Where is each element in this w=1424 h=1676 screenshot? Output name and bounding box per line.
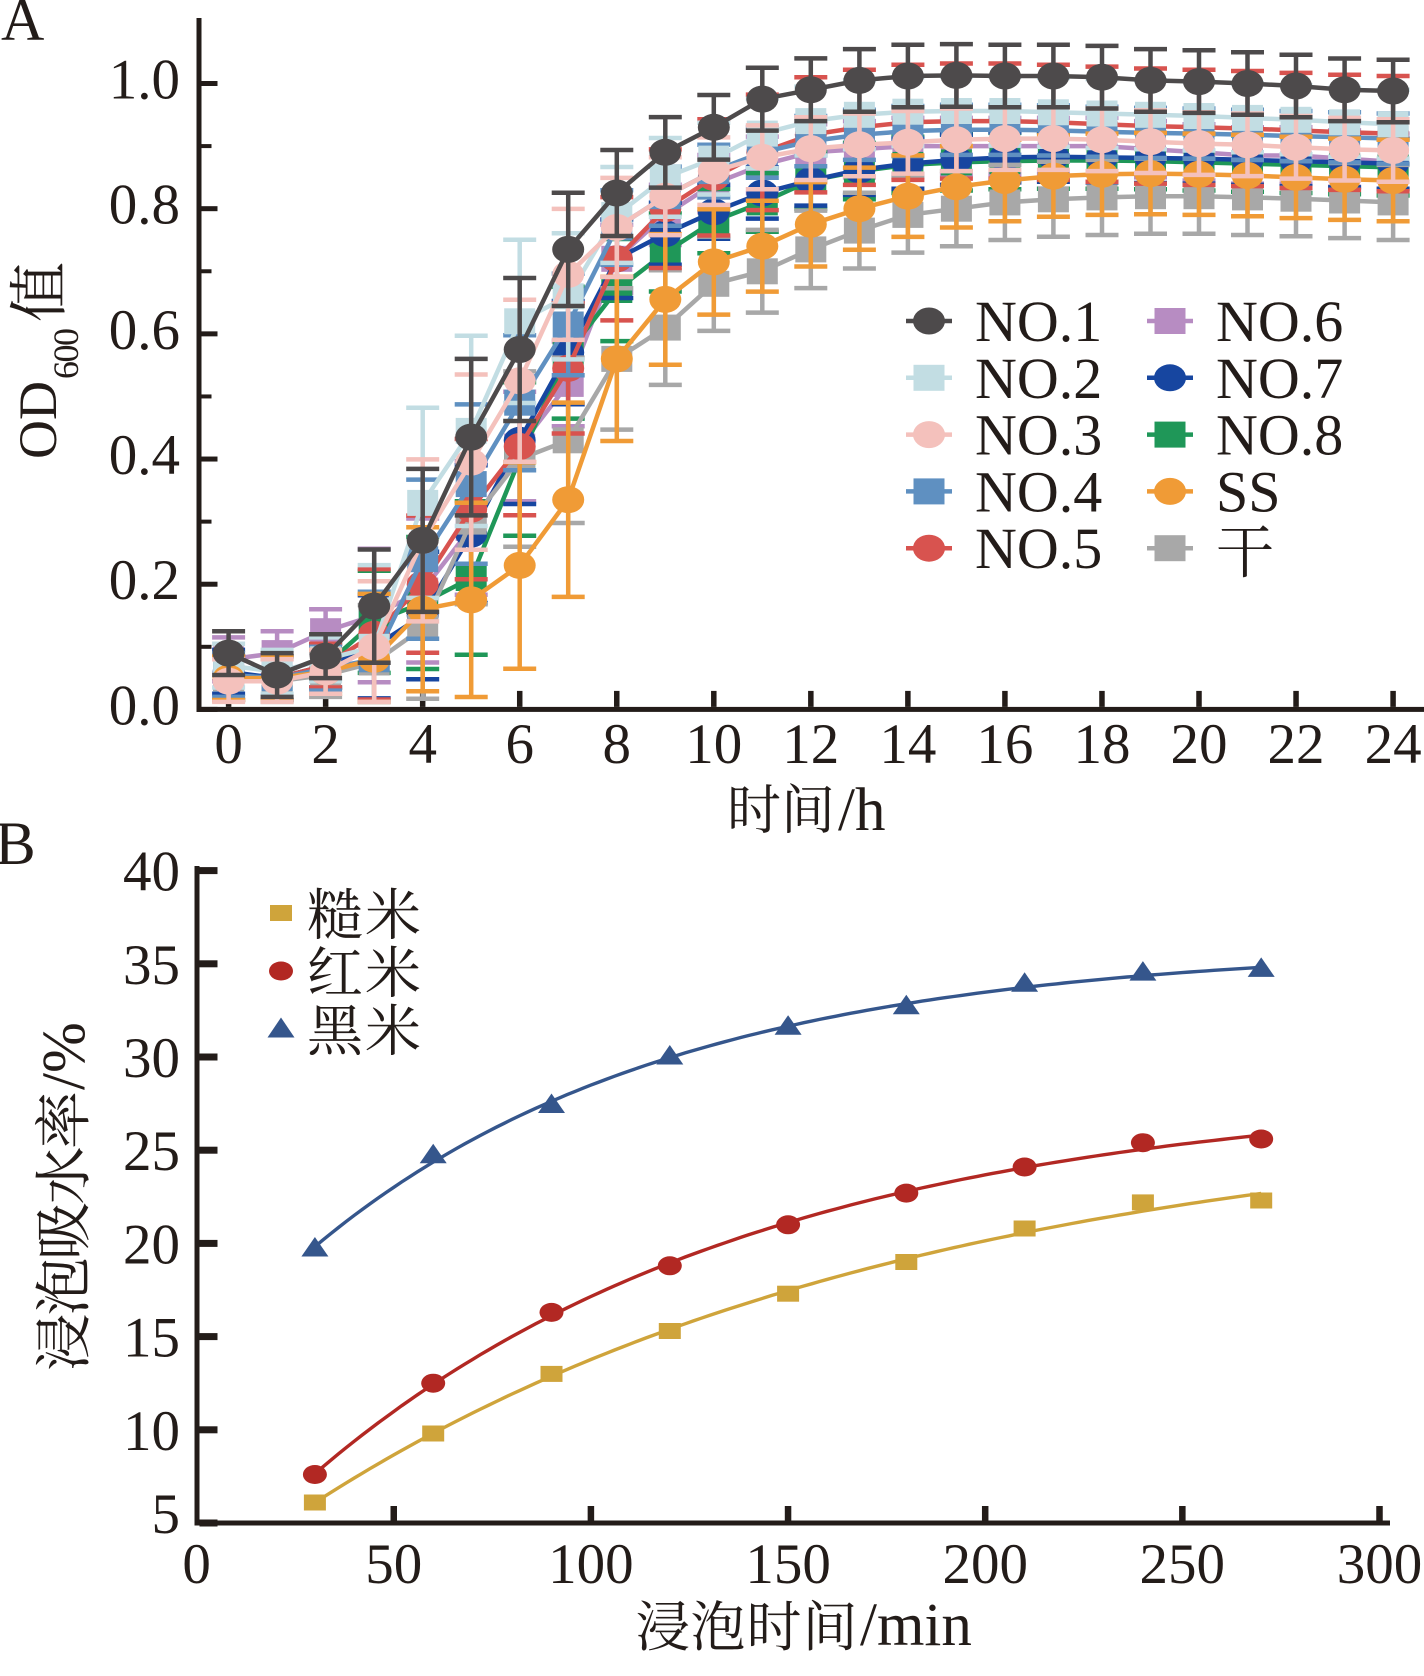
svg-text:10: 10: [123, 1400, 180, 1463]
svg-text:24: 24: [1365, 713, 1422, 776]
svg-text:50: 50: [365, 1533, 422, 1596]
svg-text:0.6: 0.6: [109, 299, 180, 362]
svg-text:200: 200: [942, 1533, 1028, 1596]
svg-text:300: 300: [1337, 1533, 1423, 1596]
svg-text:6: 6: [505, 713, 534, 776]
svg-text:/min: /min: [860, 1592, 972, 1659]
svg-text:NO.5: NO.5: [975, 516, 1102, 581]
svg-text:40: 40: [123, 841, 180, 904]
svg-text:0.2: 0.2: [109, 549, 180, 612]
svg-text:5: 5: [152, 1483, 181, 1546]
svg-text:NO.3: NO.3: [975, 403, 1102, 468]
svg-text:1.0: 1.0: [109, 49, 180, 112]
svg-text:0: 0: [182, 1533, 211, 1596]
svg-text:B: B: [0, 811, 36, 878]
svg-text:2: 2: [311, 713, 340, 776]
svg-text:4: 4: [408, 713, 437, 776]
svg-text:22: 22: [1268, 713, 1325, 776]
svg-text:NO.1: NO.1: [975, 289, 1102, 354]
svg-text:0.8: 0.8: [109, 174, 180, 237]
svg-text:35: 35: [123, 934, 180, 997]
svg-text:NO.6: NO.6: [1216, 289, 1343, 354]
svg-text:A: A: [1, 0, 44, 53]
svg-text:16: 16: [976, 713, 1033, 776]
svg-text:0.0: 0.0: [109, 674, 180, 737]
svg-text:NO.7: NO.7: [1216, 346, 1343, 411]
svg-text:NO.4: NO.4: [975, 459, 1102, 524]
svg-text:25: 25: [123, 1120, 180, 1183]
svg-text:/h: /h: [838, 777, 885, 844]
svg-text:NO.8: NO.8: [1216, 403, 1343, 468]
svg-text:15: 15: [123, 1307, 180, 1370]
svg-text:250: 250: [1140, 1533, 1226, 1596]
svg-text:OD: OD: [8, 381, 68, 459]
svg-text:10: 10: [685, 713, 742, 776]
svg-text:18: 18: [1074, 713, 1131, 776]
svg-text:150: 150: [745, 1533, 831, 1596]
svg-text:14: 14: [879, 713, 936, 776]
svg-text:/%: /%: [31, 1022, 98, 1090]
svg-text:12: 12: [782, 713, 839, 776]
svg-text:20: 20: [123, 1213, 180, 1276]
svg-text:0.4: 0.4: [109, 424, 180, 487]
svg-text:NO.2: NO.2: [975, 346, 1102, 411]
svg-text:20: 20: [1171, 713, 1228, 776]
svg-text:8: 8: [603, 713, 632, 776]
svg-text:100: 100: [548, 1533, 634, 1596]
svg-text:0: 0: [214, 713, 243, 776]
svg-text:SS: SS: [1216, 459, 1281, 524]
svg-text:30: 30: [123, 1027, 180, 1090]
svg-text:600: 600: [46, 329, 86, 379]
